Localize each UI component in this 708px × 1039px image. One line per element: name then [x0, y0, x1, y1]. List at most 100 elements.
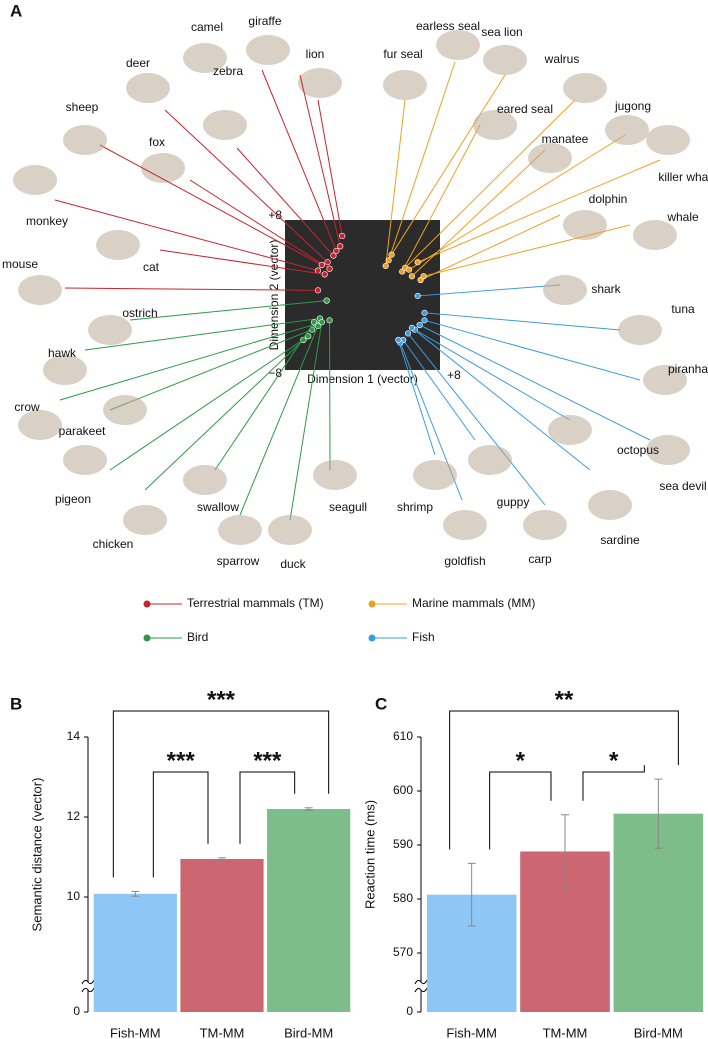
animal-picture [548, 415, 592, 445]
animal-label: seagull [329, 500, 367, 514]
axis-break [81, 979, 95, 985]
plot-area [285, 220, 440, 370]
leader-line [417, 284, 561, 297]
axis-break [414, 987, 428, 993]
animal-label: crow [14, 400, 40, 414]
animal-label: tuna [671, 302, 695, 316]
axis-break [81, 987, 95, 993]
animal-label: zebra [213, 64, 243, 78]
leader-line [261, 69, 337, 252]
animal-picture [43, 355, 87, 385]
animal-picture [63, 125, 107, 155]
animal-label: eared seal [497, 102, 553, 116]
legend-label: Terrestrial mammals (TM) [187, 596, 324, 610]
leader-line [189, 179, 330, 270]
animal-picture [96, 230, 140, 260]
animal-picture [183, 43, 227, 73]
x-tick-label: TM-MM [200, 1025, 245, 1039]
leader-line [423, 224, 631, 277]
point [388, 251, 395, 258]
point [408, 273, 416, 280]
leader-line [59, 323, 317, 401]
animal-picture [18, 275, 62, 305]
animal-picture [588, 490, 632, 520]
animal-label: duck [280, 557, 306, 571]
animal-label: walrus [544, 52, 580, 66]
leader-line [317, 99, 343, 237]
leader-line [424, 319, 641, 381]
point [414, 292, 421, 300]
y-tick-label: 14 [67, 729, 81, 743]
significance-bracket [239, 771, 296, 844]
point [321, 271, 328, 278]
x-tick-label: Fish-MM [446, 1025, 497, 1039]
point [404, 330, 412, 337]
leader-line [424, 312, 621, 331]
animal-label: goldfish [444, 554, 485, 568]
leader-line [99, 144, 323, 266]
y-tick-label: 0 [406, 1004, 413, 1018]
animal-label: hawk [48, 346, 77, 360]
animal-picture [88, 315, 132, 345]
animal-picture [13, 165, 57, 195]
significance-label: * [609, 747, 619, 774]
animal-picture [298, 68, 342, 98]
animal-picture [633, 220, 677, 250]
animal-picture [126, 73, 170, 103]
point [414, 259, 421, 266]
animal-picture [563, 210, 607, 240]
animal-label: camel [191, 20, 223, 34]
leader-line [109, 329, 313, 411]
animal-picture [183, 465, 227, 495]
y-tick-label: 590 [393, 837, 413, 851]
leader-line [289, 322, 323, 521]
leader-line [54, 199, 319, 272]
leader-line [401, 124, 481, 272]
animal-label: whale [666, 210, 699, 224]
y-tick-label: 610 [393, 729, 413, 743]
bar [93, 893, 177, 1012]
significance-bracket [449, 710, 679, 850]
leader-line [129, 300, 327, 321]
leader-line [407, 333, 546, 506]
point [330, 252, 337, 259]
significance-label: ** [555, 686, 574, 713]
leader-line [109, 335, 309, 471]
legend-marker [368, 634, 376, 642]
animal-label: monkey [26, 214, 68, 228]
animal-label: octopus [617, 443, 659, 457]
leader-line [239, 325, 319, 516]
point [314, 287, 322, 294]
animal-label: giraffe [248, 14, 281, 28]
point [310, 319, 318, 326]
y-tick-label: 0 [73, 1004, 80, 1018]
animal-picture [18, 410, 62, 440]
legend-marker [143, 600, 151, 608]
animal-picture [643, 365, 687, 395]
animal-picture [523, 510, 567, 540]
animal-picture [268, 515, 312, 545]
leader-line [164, 109, 328, 263]
point [305, 333, 312, 340]
y-tick-label: 600 [393, 783, 413, 797]
animal-picture [618, 315, 662, 345]
animal-label: swallow [197, 500, 239, 514]
point [318, 319, 325, 326]
leader-line [414, 329, 571, 421]
leader-line [388, 61, 456, 261]
point [318, 261, 325, 269]
legend-label: Fish [412, 630, 435, 644]
leader-line [391, 74, 506, 255]
animal-picture [218, 515, 262, 545]
panel-letter: C [375, 694, 387, 713]
leader-line [404, 99, 576, 269]
y-tick-label: 570 [393, 945, 413, 959]
point [421, 317, 428, 324]
y-tick-label: 10 [67, 889, 81, 903]
point [339, 232, 346, 240]
significance-label: *** [253, 747, 282, 774]
animal-picture [123, 505, 167, 535]
panel-letter: A [10, 1, 22, 20]
significance-label: *** [207, 686, 236, 713]
